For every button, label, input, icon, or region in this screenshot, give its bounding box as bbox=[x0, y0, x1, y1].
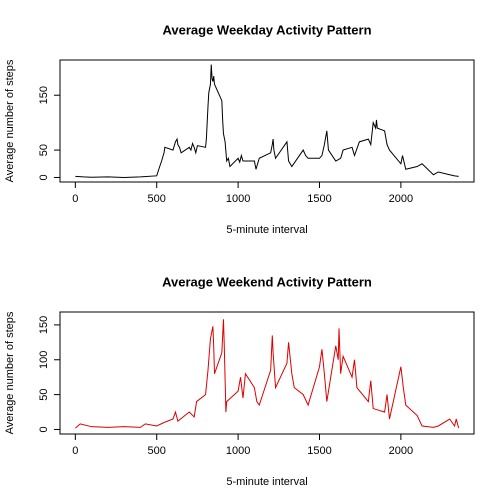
plot-frame bbox=[59, 311, 475, 435]
y-tick-label: 150 bbox=[38, 86, 50, 104]
x-tick-label: 0 bbox=[72, 445, 78, 457]
x-tick-label: 1000 bbox=[226, 445, 250, 457]
x-tick-label: 2000 bbox=[389, 193, 413, 205]
x-tick-label: 1500 bbox=[307, 193, 331, 205]
chart-title: Average Weekday Activity Pattern bbox=[162, 22, 371, 37]
y-tick-label: 50 bbox=[38, 144, 50, 156]
y-tick-label: 100 bbox=[38, 351, 50, 369]
y-tick-label: 50 bbox=[38, 388, 50, 400]
y-tick-label: 0 bbox=[38, 426, 50, 432]
y-axis-label: Average number of steps bbox=[4, 59, 16, 182]
y-axis-label: Average number of steps bbox=[4, 311, 16, 434]
x-tick-label: 0 bbox=[72, 193, 78, 205]
chart-title: Average Weekend Activity Pattern bbox=[162, 274, 372, 289]
x-axis-label: 5-minute interval bbox=[226, 476, 307, 488]
data-line bbox=[75, 319, 460, 429]
plot-frame bbox=[59, 59, 475, 183]
x-tick-label: 1000 bbox=[226, 193, 250, 205]
x-tick-label: 2000 bbox=[389, 445, 413, 457]
x-axis-label: 5-minute interval bbox=[226, 224, 307, 236]
y-tick-label: 150 bbox=[38, 316, 50, 334]
y-tick-label: 0 bbox=[38, 174, 50, 180]
data-line bbox=[75, 64, 459, 178]
x-tick-label: 1500 bbox=[307, 445, 331, 457]
x-tick-label: 500 bbox=[148, 445, 166, 457]
x-tick-label: 500 bbox=[148, 193, 166, 205]
